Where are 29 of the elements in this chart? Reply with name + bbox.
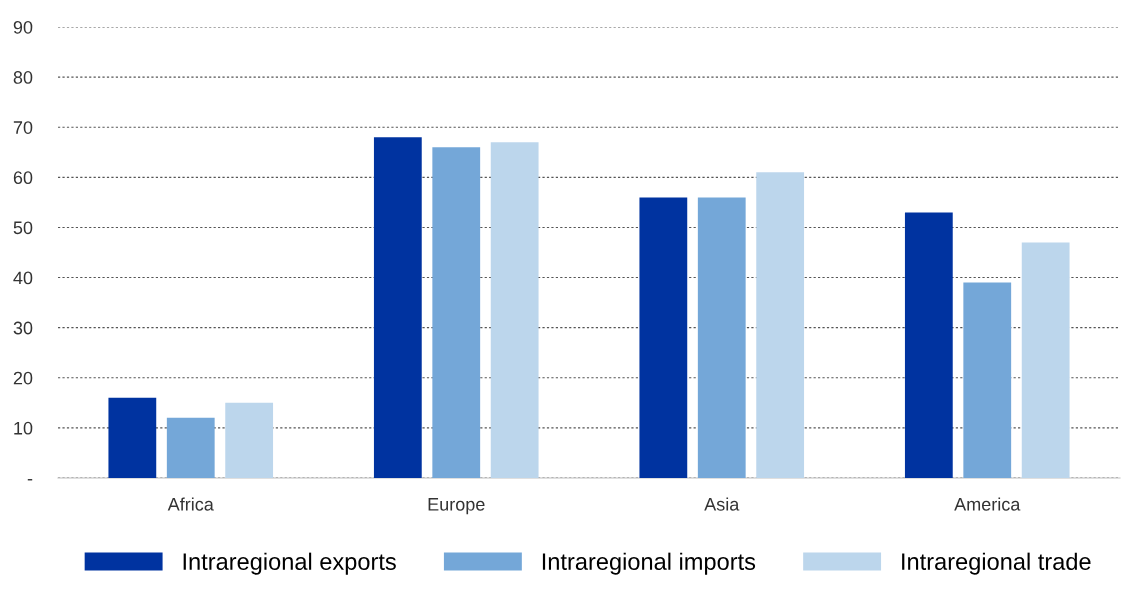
bar xyxy=(108,397,157,478)
legend-label: Intraregional trade xyxy=(902,552,1091,575)
x-tick-label: Europe xyxy=(428,498,485,515)
bar xyxy=(432,147,481,478)
bar xyxy=(639,197,688,478)
bar xyxy=(373,137,422,478)
x-tick-label: Asia xyxy=(704,497,740,511)
bar xyxy=(490,142,539,478)
y-tick-label: 20 xyxy=(13,371,33,385)
bar xyxy=(166,417,215,478)
legend-label: Intraregional imports xyxy=(542,552,756,575)
y-tick-label: 40 xyxy=(13,271,33,285)
y-tick-label: 70 xyxy=(13,121,33,134)
y-tick-label: 10 xyxy=(14,421,33,435)
x-tick-label: Africa xyxy=(167,497,214,511)
legend-label: Intraregional exports xyxy=(183,552,396,575)
bar xyxy=(697,197,746,478)
y-tick-label: 60 xyxy=(13,171,33,185)
x-tick-label: America xyxy=(954,497,1021,511)
bar xyxy=(963,282,1012,478)
y-tick-label: 80 xyxy=(13,71,33,84)
y-tick-label: 90 xyxy=(13,20,33,34)
bar xyxy=(904,212,953,478)
y-tick-label: 50 xyxy=(13,221,33,235)
bar xyxy=(225,402,274,478)
bar xyxy=(1021,242,1070,478)
y-tick-label: - xyxy=(27,479,33,481)
bar xyxy=(756,172,805,478)
y-tick-label: 30 xyxy=(13,321,33,335)
